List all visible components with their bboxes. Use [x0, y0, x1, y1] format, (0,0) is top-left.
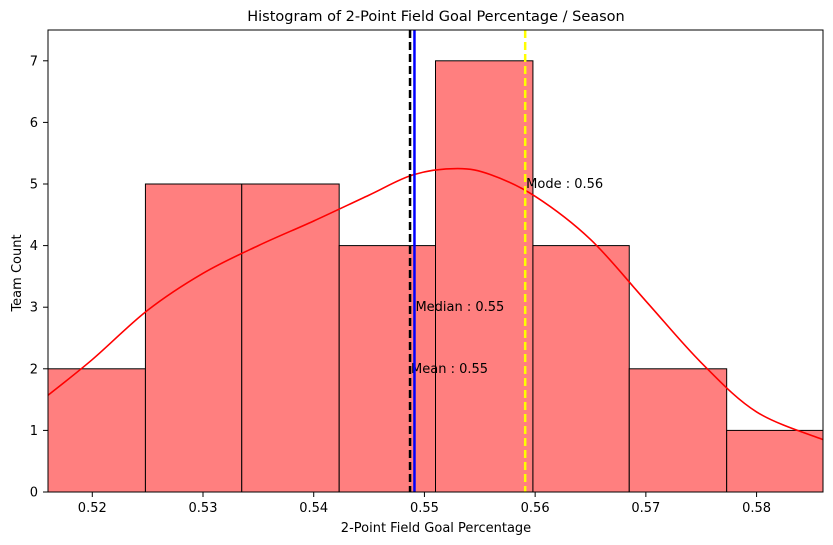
chart-title: Histogram of 2-Point Field Goal Percenta…: [247, 9, 625, 25]
histogram-bar-5: [435, 60, 534, 493]
y-axis-label: Team Count: [10, 234, 25, 312]
median-annotation: Median : 0.55: [415, 300, 504, 315]
histogram-bar-8: [726, 429, 824, 493]
histogram-bar-4: [338, 245, 436, 493]
x-tick-label-7: 0.58: [742, 501, 771, 516]
y-tick-label-6: 5: [30, 178, 38, 193]
histogram-bar-3: [241, 183, 340, 493]
x-tick-label-1: 0.52: [78, 501, 107, 516]
plot-frame: [47, 29, 824, 493]
histogram-bar-2: [144, 183, 243, 493]
reference-lines-group: Mean : 0.55 Median : 0.55 Mode : 0.56: [408, 30, 603, 492]
histogram-bar-7: [628, 368, 728, 493]
x-tick-label-2: 0.53: [189, 501, 218, 516]
histogram-bar-6: [532, 245, 630, 493]
y-tick-label-8: 7: [30, 54, 38, 69]
x-tick-label-5: 0.56: [521, 501, 550, 516]
histogram-bar-1: [47, 368, 146, 493]
y-tick-label-4: 3: [30, 301, 38, 316]
mode-annotation: Mode : 0.56: [526, 177, 603, 192]
x-tick-label-4: 0.55: [410, 501, 439, 516]
y-tick-label-2: 1: [30, 424, 38, 439]
bars-group: [47, 60, 824, 493]
kde-curve: [47, 167, 824, 441]
y-tick-label-3: 2: [30, 362, 38, 377]
x-axis-ticks: 0.52 0.53 0.54 0.55 0.56 0.57 0.58: [78, 492, 771, 516]
x-axis-label: 2-Point Field Goal Percentage: [341, 521, 531, 536]
y-tick-label-7: 6: [30, 116, 38, 131]
mean-annotation: Mean : 0.55: [411, 362, 488, 377]
y-axis-ticks: 0 1 2 3 4 5 6 7: [30, 54, 48, 501]
y-tick-label-1: 0: [30, 486, 38, 501]
x-tick-label-3: 0.54: [299, 501, 328, 516]
x-tick-label-6: 0.57: [631, 501, 660, 516]
y-tick-label-5: 4: [30, 239, 38, 254]
